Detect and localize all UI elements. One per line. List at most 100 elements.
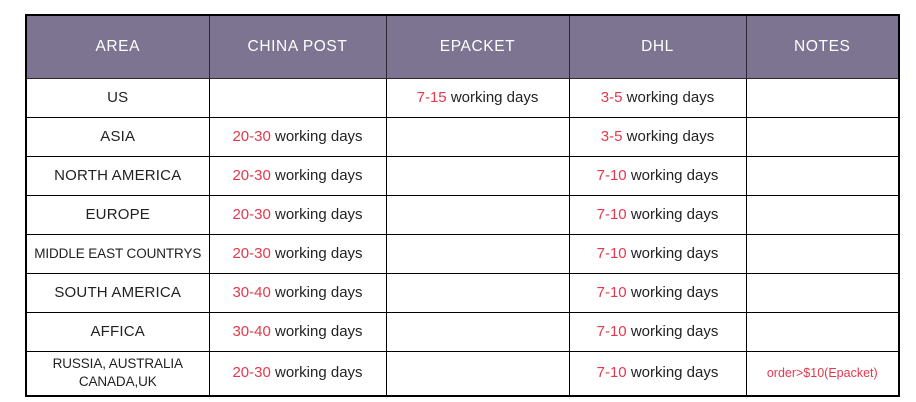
cell-epacket-empty xyxy=(391,293,565,294)
cell-dhl-unit: working days xyxy=(626,363,719,381)
cell-area: ASIA xyxy=(25,117,210,157)
area-label-line1: EUROPE xyxy=(85,205,151,223)
cell-dhl-text: 7-10 working days xyxy=(597,323,719,340)
table-row: AFFICA 30-40 working days 7-10 working day… xyxy=(25,312,900,352)
cell-area: RUSSIA, AUSTRALIA CANADA,UK xyxy=(25,351,210,396)
cell-dhl-text: 7-10 working days xyxy=(597,245,719,262)
cell-notes xyxy=(745,234,900,274)
cell-dhl-range: 7-10 xyxy=(596,244,627,262)
cell-dhl-range: 7-10 xyxy=(596,283,627,301)
cell-dhl-range: 3-5 xyxy=(600,88,623,106)
cell-china-post-range: 20-30 xyxy=(232,363,271,381)
cell-notes xyxy=(745,117,900,157)
cell-dhl-text: 3-5 working days xyxy=(601,89,714,106)
cell-area: EUROPE xyxy=(25,195,210,235)
cell-dhl: 7-10 working days xyxy=(568,195,747,235)
cell-epacket-empty xyxy=(391,176,565,177)
cell-notes xyxy=(745,312,900,352)
cell-dhl-range: 7-10 xyxy=(596,322,627,340)
area-label-line1: NORTH AMERICA xyxy=(54,166,182,184)
cell-china-post-range: 30-40 xyxy=(232,283,271,301)
cell-dhl: 3-5 working days xyxy=(568,78,747,118)
area-label: US xyxy=(107,89,128,106)
cell-dhl: 7-10 working days xyxy=(568,273,747,313)
cell-notes xyxy=(745,78,900,118)
cell-china-post xyxy=(208,78,387,118)
cell-dhl-unit: working days xyxy=(622,88,715,106)
cell-epacket-empty xyxy=(391,332,565,333)
cell-dhl-unit: working days xyxy=(622,127,715,145)
cell-dhl: 3-5 working days xyxy=(568,117,747,157)
column-header-area: AREA xyxy=(25,14,210,79)
cell-dhl: 7-10 working days xyxy=(568,234,747,274)
area-label-line1: AFFICA xyxy=(90,322,146,340)
cell-dhl-unit: working days xyxy=(626,244,719,262)
cell-dhl-range: 3-5 xyxy=(600,127,623,145)
cell-china-post: 20-30 working days xyxy=(208,156,387,196)
cell-china-post: 20-30 working days xyxy=(208,195,387,235)
area-label-line1: ASIA xyxy=(100,127,136,145)
cell-china-post-text: 20-30 working days xyxy=(232,206,362,223)
cell-dhl-text: 7-10 working days xyxy=(597,206,719,223)
cell-dhl-text: 7-10 working days xyxy=(597,167,719,184)
cell-dhl-text: 3-5 working days xyxy=(601,128,714,145)
area-label: MIDDLE EAST COUNTRYS xyxy=(34,246,201,261)
area-label: EUROPE xyxy=(85,206,150,223)
cell-epacket-range: 7-15 xyxy=(416,88,447,106)
area-label: ASIA xyxy=(100,128,135,145)
area-label: SOUTH AMERICA xyxy=(54,284,181,301)
table-row: ASIA 20-30 working days 3-5 working days xyxy=(25,117,900,157)
area-label: AFFICA xyxy=(90,323,145,340)
area-label-line1: MIDDLE EAST COUNTRYS xyxy=(34,245,202,261)
cell-epacket xyxy=(385,156,570,196)
area-label-line2: CANADA,UK xyxy=(78,374,157,390)
cell-china-post-text: 20-30 working days xyxy=(232,167,362,184)
cell-area: AFFICA xyxy=(25,312,210,352)
cell-china-post-range: 20-30 xyxy=(232,127,271,145)
table-row: SOUTH AMERICA 30-40 working days 7-10 work… xyxy=(25,273,900,313)
cell-china-post-unit: working days xyxy=(270,363,363,381)
cell-china-post: 30-40 working days xyxy=(208,273,387,313)
cell-china-post: 30-40 working days xyxy=(208,312,387,352)
cell-dhl-unit: working days xyxy=(626,283,719,301)
table-row: NORTH AMERICA 20-30 working days 7-10 work… xyxy=(25,156,900,196)
cell-china-post-unit: working days xyxy=(270,205,363,223)
table-body: US 7-15 working days 3-5 working days ASIA 2… xyxy=(25,78,900,396)
cell-china-post-unit: working days xyxy=(270,244,363,262)
cell-epacket xyxy=(385,273,570,313)
cell-area: SOUTH AMERICA xyxy=(25,273,210,313)
cell-area: NORTH AMERICA xyxy=(25,156,210,196)
cell-epacket xyxy=(385,234,570,274)
cell-china-post-unit: working days xyxy=(270,322,363,340)
cell-notes: order>$10(Epacket) xyxy=(745,351,900,396)
cell-epacket-empty xyxy=(391,373,565,374)
area-label-line1: US xyxy=(107,88,129,106)
cell-epacket-empty xyxy=(391,215,565,216)
notes-empty xyxy=(751,215,895,216)
notes-empty xyxy=(751,176,895,177)
cell-dhl-range: 7-10 xyxy=(596,166,627,184)
cell-china-post-text: 20-30 working days xyxy=(232,245,362,262)
cell-china-post-range: 30-40 xyxy=(232,322,271,340)
cell-epacket xyxy=(385,312,570,352)
cell-notes xyxy=(745,195,900,235)
cell-epacket xyxy=(385,195,570,235)
cell-epacket-unit: working days xyxy=(446,88,539,106)
cell-china-post-range: 20-30 xyxy=(232,166,271,184)
area-label-line1: RUSSIA, AUSTRALIA xyxy=(52,356,183,372)
notes-text: order>$10(Epacket) xyxy=(766,365,878,380)
cell-dhl-text: 7-10 working days xyxy=(597,364,719,381)
cell-china-post-text: 30-40 working days xyxy=(232,284,362,301)
notes-empty xyxy=(751,332,895,333)
cell-dhl-range: 7-10 xyxy=(596,205,627,223)
cell-china-post-empty xyxy=(214,98,382,99)
table-row: RUSSIA, AUSTRALIA CANADA,UK 20-30 working … xyxy=(25,351,900,396)
table-row: MIDDLE EAST COUNTRYS 20-30 working days 7-… xyxy=(25,234,900,274)
cell-dhl-unit: working days xyxy=(626,322,719,340)
area-label: RUSSIA, AUSTRALIA CANADA,UK xyxy=(31,356,205,391)
cell-dhl-unit: working days xyxy=(626,166,719,184)
shipping-time-table-container: AREA CHINA POST EPACKET DHL NOTES US 7-15… xyxy=(25,14,900,397)
shipping-time-table: AREA CHINA POST EPACKET DHL NOTES US 7-15… xyxy=(25,14,900,397)
cell-notes xyxy=(745,156,900,196)
cell-epacket-text: 7-15 working days xyxy=(417,89,539,106)
